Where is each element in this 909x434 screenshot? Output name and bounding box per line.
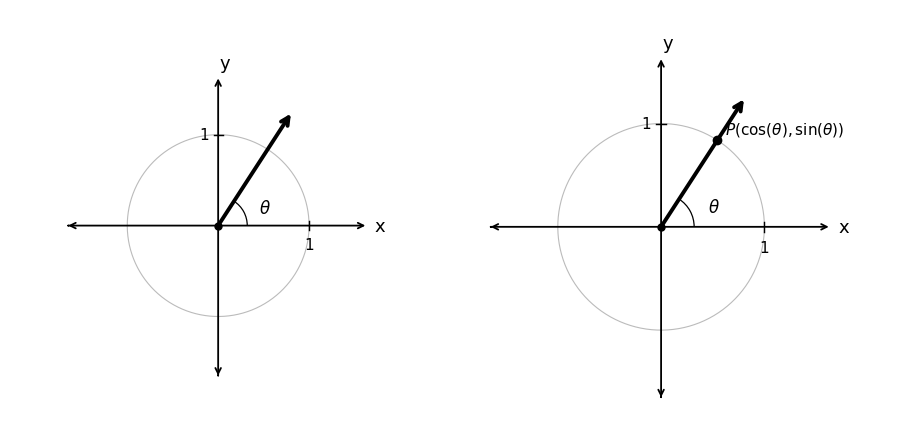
Text: y: y: [663, 35, 674, 53]
Text: 1: 1: [199, 128, 209, 143]
Text: $P(\cos(\theta),\sin(\theta))$: $P(\cos(\theta),\sin(\theta))$: [724, 121, 844, 139]
Text: 1: 1: [305, 238, 314, 253]
Text: θ: θ: [260, 200, 270, 218]
Text: x: x: [375, 217, 385, 235]
Text: 1: 1: [641, 117, 651, 132]
Text: y: y: [219, 55, 230, 73]
Text: θ: θ: [709, 199, 719, 217]
Text: 1: 1: [760, 241, 769, 256]
Text: x: x: [839, 218, 849, 236]
